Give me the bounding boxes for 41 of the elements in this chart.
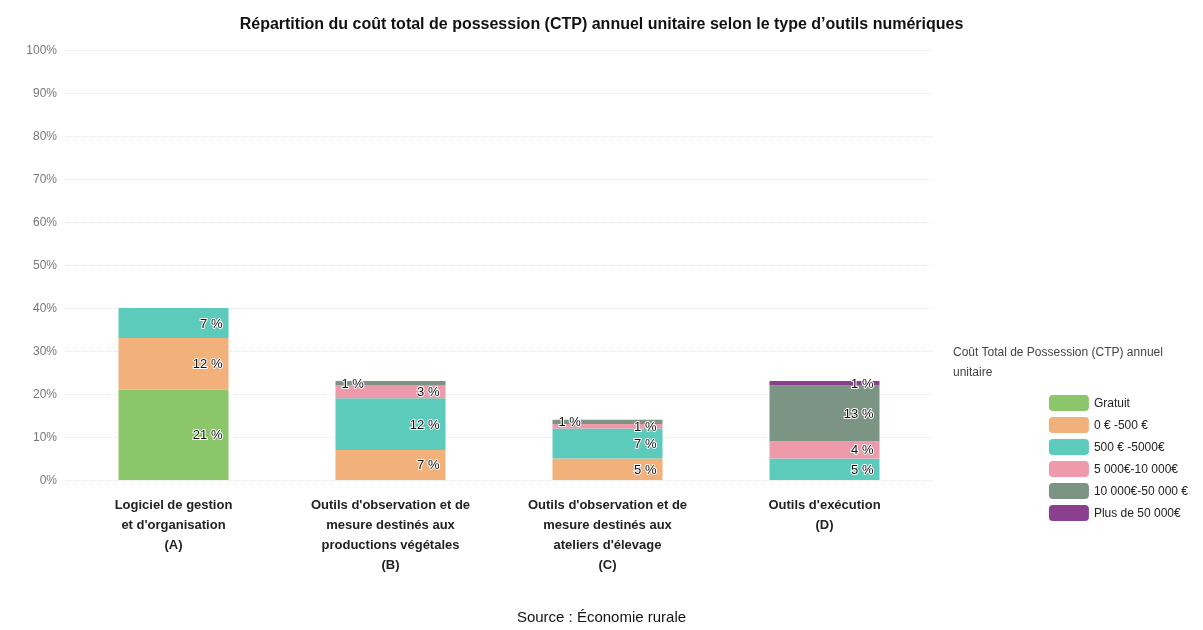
y-tick-label: 10% bbox=[32, 430, 58, 444]
bar bbox=[118, 338, 229, 390]
y-tick-label: 100% bbox=[26, 43, 58, 57]
legend-title: Coût Total de Possession (CTP) annuel unitaire bbox=[953, 345, 1167, 379]
bar bbox=[335, 398, 446, 450]
data-label: 5 % bbox=[634, 461, 657, 477]
data-label: 5 % bbox=[851, 461, 874, 477]
y-tick-label: 0% bbox=[39, 473, 58, 487]
y-tick-label: 20% bbox=[32, 387, 58, 401]
data-label: 3 % bbox=[417, 384, 440, 400]
x-tick-label: Outils d'observation et de mesure destinés aux ateliers d'élevage (C) bbox=[527, 496, 688, 572]
y-tick-label: 40% bbox=[32, 301, 58, 315]
bar bbox=[118, 389, 229, 480]
legend-label: 5 000€-10 000€ bbox=[1093, 462, 1179, 476]
legend-label: Gratuit bbox=[1093, 396, 1131, 410]
y-tick-label: 90% bbox=[32, 86, 58, 100]
bar bbox=[769, 441, 880, 459]
bar bbox=[118, 308, 229, 339]
y-tick-label: 30% bbox=[32, 344, 58, 358]
x-tick-label: Outils d'observation et de mesure destinés aux productions végétales (B) bbox=[310, 496, 471, 572]
y-tick-label: 60% bbox=[32, 215, 58, 229]
legend-label: Plus de 50 000€ bbox=[1093, 506, 1181, 520]
data-label: 4 % bbox=[851, 442, 874, 458]
x-tick-label: Logiciel de gestion et d'organisation (A) bbox=[114, 496, 233, 552]
source-note: Source : Économie rurale bbox=[516, 608, 687, 625]
data-label: 12 % bbox=[409, 416, 440, 432]
legend-label: 10 000€-50 000 € bbox=[1093, 484, 1189, 498]
data-label: 12 % bbox=[192, 356, 223, 372]
data-label: 7 % bbox=[634, 435, 657, 451]
y-tick-label: 70% bbox=[32, 172, 58, 186]
bar bbox=[335, 449, 446, 480]
data-label: 21 % bbox=[192, 427, 223, 443]
legend-label: 500 € -5000€ bbox=[1093, 440, 1165, 454]
data-label: 7 % bbox=[200, 315, 223, 331]
legend-label: 0 € -500 € bbox=[1093, 418, 1149, 432]
y-tick-label: 80% bbox=[32, 129, 58, 143]
y-tick-label: 50% bbox=[32, 258, 58, 272]
x-tick-label: Outils d'exécution (D) bbox=[768, 496, 881, 532]
data-label: 7 % bbox=[417, 457, 440, 473]
data-label: 13 % bbox=[843, 405, 874, 421]
chart-title: Répartition du coût total de possession (CTP) annuel unitaire selon le type d’outils numériques bbox=[239, 14, 964, 32]
